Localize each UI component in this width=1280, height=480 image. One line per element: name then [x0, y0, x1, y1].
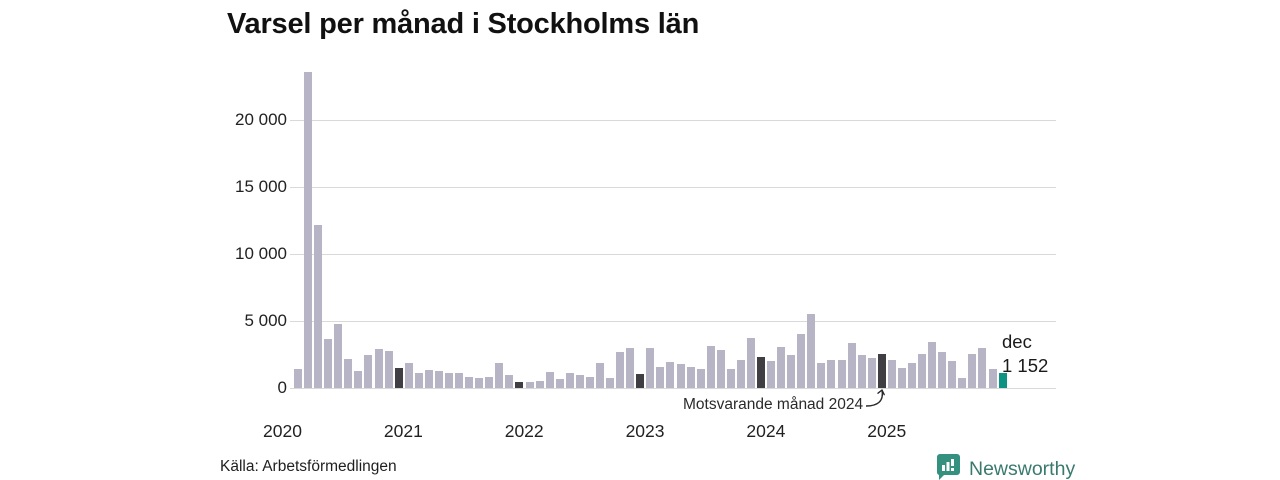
bar-2022-10	[616, 352, 625, 388]
bar-2023-05	[686, 367, 695, 388]
newsworthy-wordmark: Newsworthy	[969, 457, 1076, 480]
bar-2020-09	[364, 354, 373, 388]
grid-line	[290, 187, 1056, 188]
bar-2025-11	[988, 369, 997, 388]
x-axis-year-label: 2025	[867, 421, 907, 441]
bar-2021-12-compare	[515, 381, 524, 388]
bar-2022-07	[585, 376, 594, 388]
bar-2023-02	[656, 366, 665, 388]
bar-2022-03	[545, 371, 554, 388]
y-axis-tick-label: 10 000	[235, 244, 287, 263]
y-axis-tick-label: 20 000	[235, 110, 287, 129]
bar-2020-05	[324, 339, 333, 388]
bar-2020-12-compare	[394, 367, 403, 388]
bar-2023-03	[666, 361, 675, 388]
bar-2024-04	[797, 333, 806, 388]
compare-annotation-label: Motsvarande månad 2024	[683, 396, 864, 413]
bar-2024-06	[817, 362, 826, 388]
bar-2023-09	[726, 369, 735, 388]
bar-2021-09	[485, 377, 494, 388]
bar-2021-11	[505, 374, 514, 388]
bar-2023-10	[736, 359, 745, 388]
bar-2022-02	[535, 381, 544, 388]
bar-2024-02	[777, 347, 786, 388]
bar-2022-01	[525, 382, 534, 388]
bar-2021-10	[495, 362, 504, 388]
bar-2024-08	[837, 359, 846, 388]
newsworthy-badge-icon	[936, 453, 961, 480]
bar-2020-10	[374, 349, 383, 388]
bar-2025-08	[958, 377, 967, 388]
bar-2025-01	[887, 359, 896, 388]
bar-2024-07	[827, 359, 836, 388]
bar-2022-05	[565, 372, 574, 388]
y-axis-tick-label: 0	[277, 378, 287, 397]
bar-2020-04	[314, 224, 323, 388]
newsworthy-logo[interactable]: Newsworthy	[936, 453, 1075, 480]
x-axis-year-label: 2023	[625, 421, 665, 441]
bar-2025-10	[978, 347, 987, 388]
bar-2022-12-compare	[636, 373, 645, 388]
x-axis-year-label: 2021	[383, 421, 423, 441]
bar-2025-02	[897, 367, 906, 388]
bar-2023-12-compare	[757, 357, 766, 388]
bar-2025-09	[968, 353, 977, 388]
bar-2021-03	[424, 369, 433, 388]
bar-2025-07	[948, 361, 957, 388]
bar-2023-07	[706, 345, 715, 388]
bar-2022-11	[626, 347, 635, 388]
bar-2021-08	[475, 377, 484, 388]
annotation-arrow-icon	[860, 383, 896, 416]
bar-2025-06	[938, 351, 947, 388]
chart-title: Varsel per månad i Stockholms län	[227, 8, 700, 40]
bar-2021-07	[465, 377, 474, 388]
bar-2020-03	[304, 71, 313, 388]
x-axis-year-label: 2020	[263, 421, 302, 441]
bar-2021-06	[455, 372, 464, 388]
grid-line	[290, 388, 1056, 389]
x-axis-year-label: 2024	[746, 421, 786, 441]
bar-2025-05	[928, 341, 937, 388]
x-axis-year-label: 2022	[504, 421, 544, 441]
y-axis-tick-label: 5 000	[244, 311, 287, 330]
y-axis-tick-label: 15 000	[235, 177, 287, 196]
bar-2021-04	[434, 371, 443, 388]
bar-2020-11	[384, 351, 393, 388]
grid-line	[290, 254, 1056, 255]
bar-2020-08	[354, 370, 363, 388]
bar-2024-09	[847, 343, 856, 388]
bar-2020-02	[294, 368, 302, 388]
bar-2021-02	[414, 373, 423, 388]
bar-2024-01	[767, 360, 776, 388]
bar-2022-04	[555, 378, 564, 388]
bar-2025-04	[918, 353, 927, 388]
bar-2023-04	[676, 363, 685, 388]
bar-2024-12-compare	[877, 353, 886, 388]
grid-line	[290, 321, 1056, 322]
bar-2024-03	[787, 355, 796, 388]
bar-2023-08	[716, 350, 725, 388]
bar-2024-11	[867, 357, 876, 388]
bar-2024-10	[857, 354, 866, 388]
bar-2022-06	[575, 374, 584, 388]
bar-2022-09	[606, 377, 615, 388]
bar-2024-05	[807, 313, 816, 388]
source-attribution: Källa: Arbetsförmedlingen	[220, 458, 397, 475]
bar-2020-07	[344, 359, 353, 388]
bar-2021-01	[404, 363, 413, 388]
current-month-label: dec 1 152	[1002, 330, 1048, 378]
current-month-name: dec	[1002, 331, 1032, 352]
bar-2023-01	[646, 347, 655, 388]
bar-2020-06	[334, 324, 343, 388]
bar-2022-08	[595, 362, 604, 388]
grid-line	[290, 120, 1056, 121]
bar-2025-12-current	[998, 372, 1007, 388]
bar-2023-11	[746, 338, 755, 388]
current-month-value: 1 152	[1002, 355, 1049, 376]
bar-2023-06	[696, 369, 705, 388]
bar-2025-03	[908, 362, 917, 388]
bar-2021-05	[444, 373, 453, 388]
